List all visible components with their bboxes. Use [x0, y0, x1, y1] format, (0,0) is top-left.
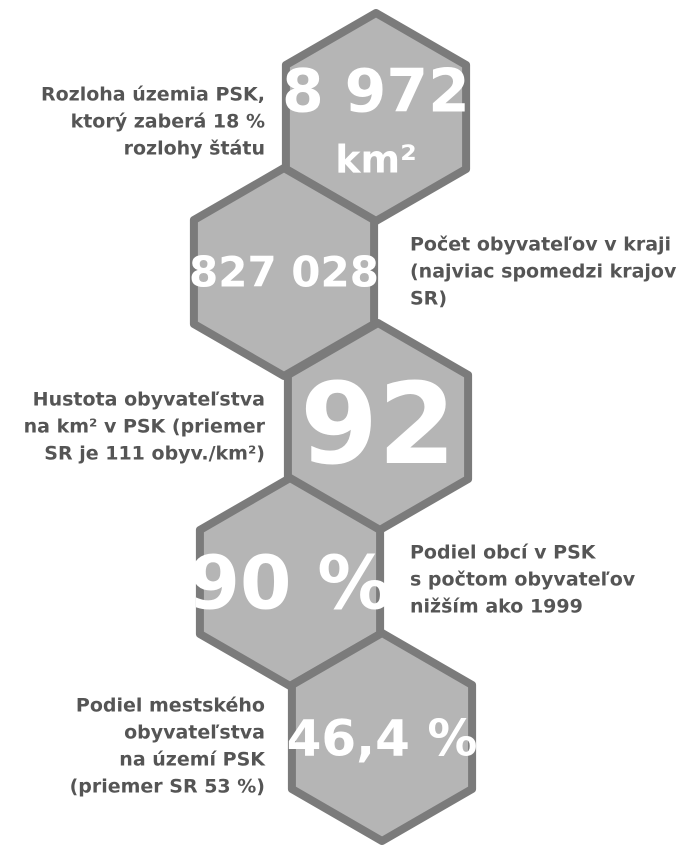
stat-value: 92: [300, 360, 456, 490]
stat-value: 46,4 %: [287, 710, 478, 768]
stat-description: SR je 111 obyv./km²): [44, 443, 265, 465]
stat-description: na km² v PSK (priemer: [24, 416, 266, 438]
stat-description: s počtom obyvateľov: [410, 569, 636, 591]
stat-description: nižším ako 1999: [410, 596, 583, 618]
stat-description: Podiel obcí v PSK: [410, 542, 597, 564]
stat-description: rozlohy štátu: [124, 138, 265, 160]
stat-description: Podiel mestského: [76, 695, 265, 717]
hexagons: [189, 9, 477, 845]
hexagon: [287, 629, 477, 845]
stat-description: na území PSK: [119, 749, 266, 771]
stat-description: Rozloha územia PSK,: [41, 84, 265, 106]
stat-description: Počet obyvateľov v kraji: [410, 234, 671, 256]
stat-description: Hustota obyvateľstva: [33, 389, 265, 411]
stat-value: km²: [335, 138, 417, 182]
stat-description: SR): [410, 288, 447, 310]
stat-description: (najviac spomedzi krajov: [410, 261, 677, 283]
stat-description: obyvateľstva: [124, 722, 265, 744]
stat-value: 8 972: [282, 57, 470, 127]
stat-value: 90 %: [189, 541, 392, 627]
labels: 8 972 km² Rozloha územia PSK, ktorý zaberá …: [24, 57, 677, 798]
stat-value: 827 028: [189, 248, 379, 297]
stat-description: ktorý zaberá 18 %: [71, 111, 265, 133]
stat-description: (priemer SR 53 %): [70, 776, 265, 798]
